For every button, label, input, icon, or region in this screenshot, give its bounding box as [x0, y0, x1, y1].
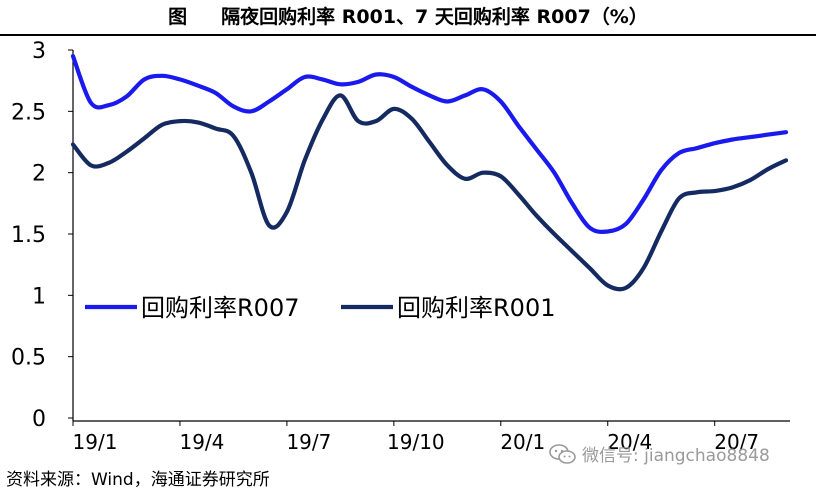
x-tick-label: 20/7: [714, 430, 759, 454]
chart-title: 图 隔夜回购利率 R001、7 天回购利率 R007（%）: [0, 0, 816, 34]
x-tick-label: 19/7: [286, 430, 331, 454]
series-line-r007: [70, 54, 789, 235]
legend: 回购利率R007 回购利率R001: [85, 294, 555, 322]
x-axis: 19/1 19/4 19/7 19/10 20/1 20/4 20/7: [72, 420, 790, 454]
series-line-r001: [70, 93, 789, 292]
legend-label-r007: 回购利率R007: [141, 294, 299, 322]
x-tick-label: 19/4: [179, 430, 224, 454]
wechat-watermark: 微信号: jiangchao8848: [548, 441, 770, 466]
wechat-icon: [549, 443, 576, 464]
x-tick-label: 19/10: [387, 430, 445, 454]
x-tick-label: 20/1: [500, 430, 545, 454]
title-divider: [0, 34, 816, 36]
x-tick-label: 19/1: [73, 430, 118, 454]
y-tick-label: 1: [32, 284, 46, 309]
y-tick-label: 0.5: [11, 346, 46, 371]
y-tick-label: 1.5: [11, 223, 46, 248]
line-chart: 0 0.5 1 1.5 2 2.5 3 19/1 19/4 19/7 19/10 20/1 20/4 2…: [11, 39, 790, 454]
figure-label: 图: [168, 6, 188, 28]
y-tick-label: 0: [32, 407, 46, 432]
y-axis: 0 0.5 1 1.5 2 2.5 3: [11, 39, 74, 432]
x-tick-label: 20/4: [607, 430, 652, 454]
figure-title: 隔夜回购利率 R001、7 天回购利率 R007（%）: [221, 6, 648, 28]
source-note: 资料来源：Wind，海通证券研究所: [6, 470, 270, 490]
watermark-text: 微信号: jiangchao8848: [582, 446, 770, 466]
y-tick-label: 2.5: [11, 100, 46, 125]
legend-label-r001: 回购利率R001: [397, 294, 555, 322]
series-layer: [70, 54, 789, 292]
y-tick-label: 2: [32, 162, 46, 187]
y-tick-label: 3: [32, 39, 46, 64]
